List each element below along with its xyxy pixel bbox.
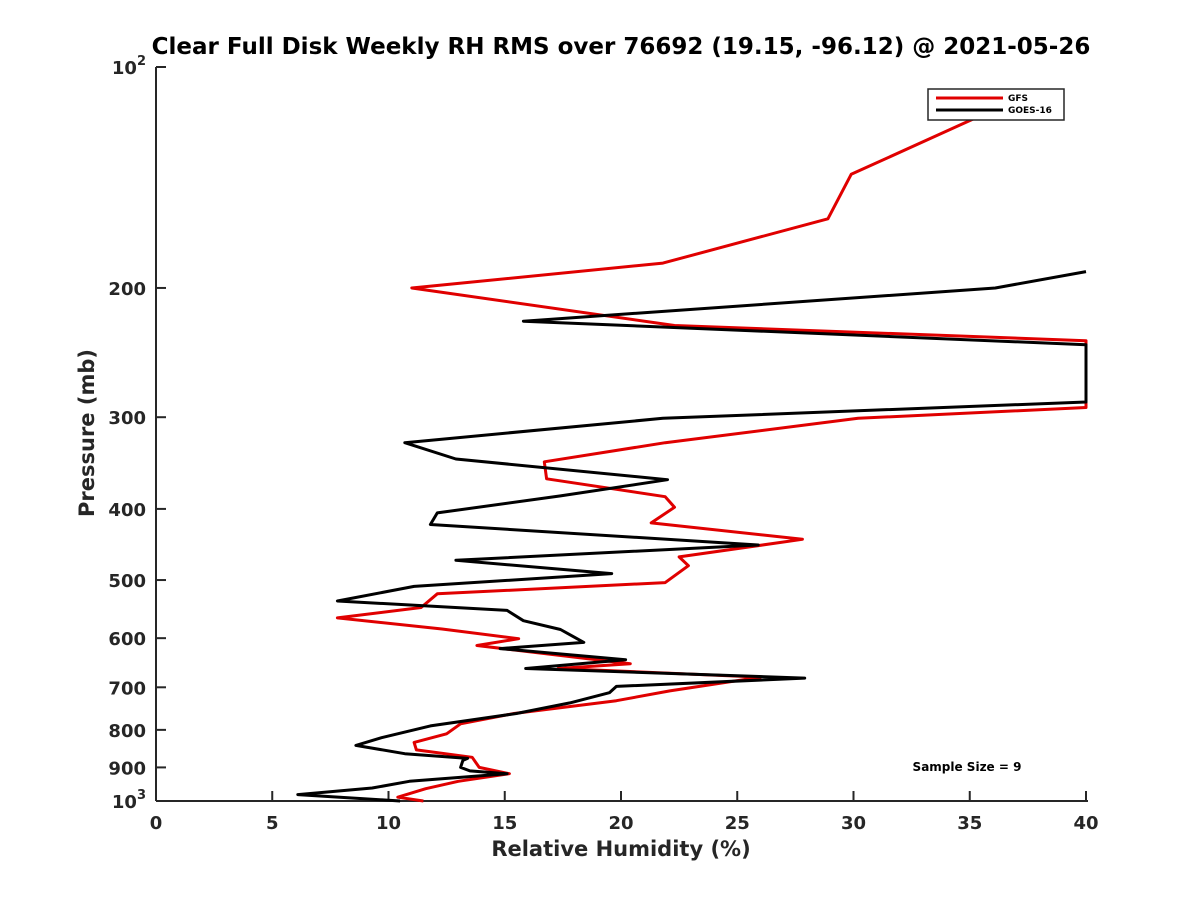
x-axis-ticks: 0 5 10 15 20 25 30 35 40: [150, 791, 1099, 834]
legend-label-goes16: GOES-16: [1008, 106, 1052, 116]
series-lines: [296, 96, 1088, 803]
chart-title: Clear Full Disk Weekly RH RMS over 76692…: [152, 34, 1091, 60]
y-tick-label-exponent: 2: [137, 54, 146, 69]
x-axis-label: Relative Humidity (%): [491, 837, 750, 861]
y-tick-label: 800: [108, 721, 146, 742]
y-tick-label: 103: [112, 788, 146, 813]
x-tick-label: 20: [608, 813, 633, 834]
y-tick-label: 500: [108, 571, 146, 592]
y-axis-label: Pressure (mb): [75, 349, 99, 517]
legend-label-gfs: GFS: [1008, 94, 1028, 104]
x-tick-label: 10: [376, 813, 401, 834]
plot-area: 0 5 10 15 20 25 30 35 40 10220030040050060070080…: [108, 54, 1098, 834]
y-tick-label-exponent: 3: [137, 788, 146, 803]
y-tick-label: 200: [108, 279, 146, 300]
x-tick-label: 25: [725, 813, 750, 834]
y-tick-label-base: 10: [112, 58, 137, 79]
y-tick-label: 900: [108, 758, 146, 779]
y-tick-label: 400: [108, 500, 146, 521]
x-tick-label: 0: [150, 813, 163, 834]
sample-size-annotation: Sample Size = 9: [913, 760, 1022, 774]
x-tick-label: 35: [957, 813, 982, 834]
y-tick-label-base: 10: [112, 792, 137, 813]
x-tick-label: 40: [1073, 813, 1098, 834]
x-tick-label: 15: [492, 813, 517, 834]
x-tick-label: 30: [841, 813, 866, 834]
y-tick-label: 102: [112, 54, 146, 79]
y-tick-label: 700: [108, 678, 146, 699]
legend-box: [927, 88, 1065, 121]
legend: GFS GOES-16: [927, 88, 1065, 121]
series-line-goes16: [296, 270, 1088, 803]
series-line-gfs: [335, 96, 1088, 803]
y-tick-label: 600: [108, 629, 146, 650]
x-tick-label: 5: [266, 813, 279, 834]
y-tick-label: 300: [108, 408, 146, 429]
